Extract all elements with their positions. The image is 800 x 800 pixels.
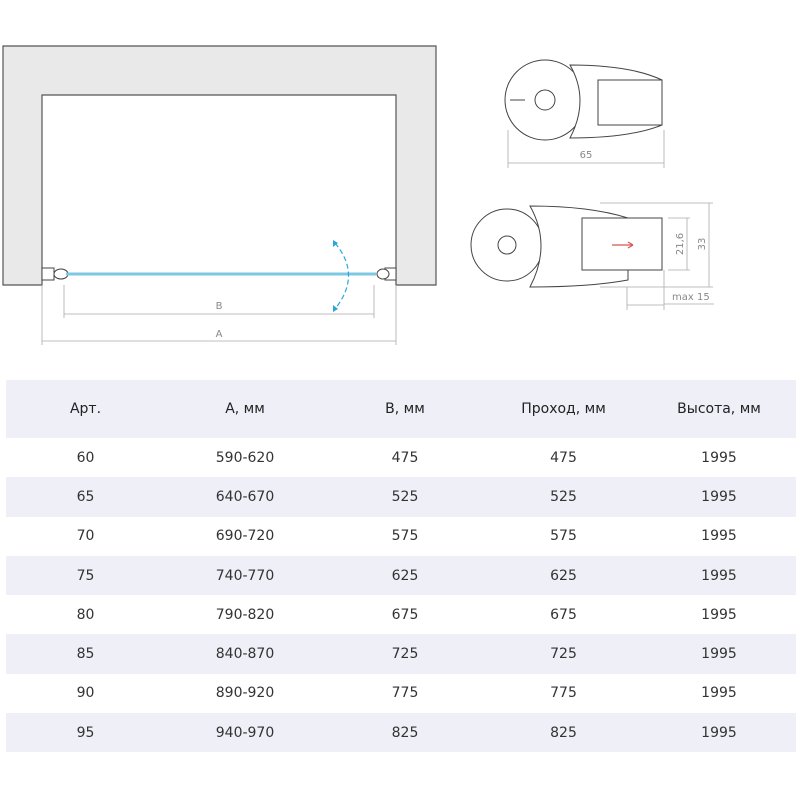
header-passage: Проход, мм (485, 380, 642, 438)
table-header: Арт. A, мм B, мм Проход, мм Высота, мм (6, 380, 796, 438)
cell-a: 840-870 (165, 634, 325, 674)
cell-art: 70 (76, 528, 95, 545)
cell-passage: 725 (485, 634, 642, 674)
cell-a: 740-770 (165, 555, 325, 596)
wall-niche (2, 45, 437, 286)
header-art: Арт. (6, 380, 165, 438)
cell-height: 1995 (642, 713, 796, 753)
cell-art: 80 (76, 606, 95, 623)
table-row: 75 740-770 625 625 1995 (6, 555, 796, 596)
cell-height: 1995 (701, 528, 737, 545)
cell-art: 90 (76, 685, 95, 702)
cell-b: 525 (325, 477, 485, 517)
header-height: Высота, мм (642, 380, 796, 438)
cell-height: 1995 (642, 477, 796, 517)
cell-art: 95 (6, 713, 165, 753)
cell-passage: 675 (550, 606, 577, 623)
cell-art: 85 (6, 634, 165, 674)
profile-closed (504, 59, 663, 141)
wall-profile-left (41, 267, 69, 281)
cell-a: 640-670 (165, 477, 325, 517)
label-a: A (216, 329, 223, 340)
cell-b: 725 (325, 634, 485, 674)
cell-b: 575 (391, 528, 419, 545)
cell-b: 825 (325, 713, 485, 753)
wall-profile-right (376, 267, 397, 281)
table-row: 90 890-920 775 775 1995 (6, 674, 796, 713)
cell-height: 1995 (701, 606, 737, 623)
cell-passage: 575 (550, 528, 577, 545)
cell-b: 775 (391, 685, 419, 702)
cell-height: 1995 (642, 555, 796, 596)
cell-b: 475 (391, 449, 419, 466)
table-row: 80 790-820 675 675 1995 (6, 595, 796, 634)
cell-passage: 825 (485, 713, 642, 753)
cell-a: 790-820 (215, 606, 275, 623)
table-row: 70 690-720 575 575 1995 (6, 517, 796, 556)
cell-passage: 625 (485, 555, 642, 596)
dimension-33: 33 (697, 238, 708, 251)
cell-a: 940-970 (165, 713, 325, 753)
cell-passage: 775 (550, 685, 577, 702)
size-table: Арт. A, мм B, мм Проход, мм Высота, мм 6… (6, 380, 796, 753)
cell-height: 1995 (701, 685, 737, 702)
dimension-65: 65 (580, 150, 593, 161)
dimension-21-6: 21,6 (675, 233, 686, 255)
cell-a: 590-620 (215, 449, 275, 466)
table-row: 60 590-620 475 475 1995 (6, 438, 796, 477)
cell-art: 60 (76, 449, 95, 466)
table-row: 95 940-970 825 825 1995 (6, 713, 796, 753)
cell-b: 675 (391, 606, 419, 623)
dimension-a (41, 285, 397, 345)
profile-open (470, 205, 663, 288)
cell-art: 65 (6, 477, 165, 517)
dimension-b (63, 285, 375, 318)
label-b: B (216, 301, 223, 312)
header-b: B, мм (325, 380, 485, 438)
swing-arrow (334, 242, 349, 310)
cell-a: 690-720 (215, 528, 275, 545)
table-row: 85 840-870 725 725 1995 (6, 634, 796, 674)
cell-b: 625 (325, 555, 485, 596)
header-a: A, мм (165, 380, 325, 438)
cell-passage: 475 (550, 449, 577, 466)
dimension-max-15: max 15 (672, 292, 710, 303)
cell-height: 1995 (642, 634, 796, 674)
technical-drawing: B A 65 21,6 33 max 15 (2, 45, 714, 345)
cell-art: 75 (6, 555, 165, 596)
cell-height: 1995 (701, 449, 737, 466)
cell-passage: 525 (485, 477, 642, 517)
table-row: 65 640-670 525 525 1995 (6, 477, 796, 517)
cell-a: 890-920 (215, 685, 275, 702)
